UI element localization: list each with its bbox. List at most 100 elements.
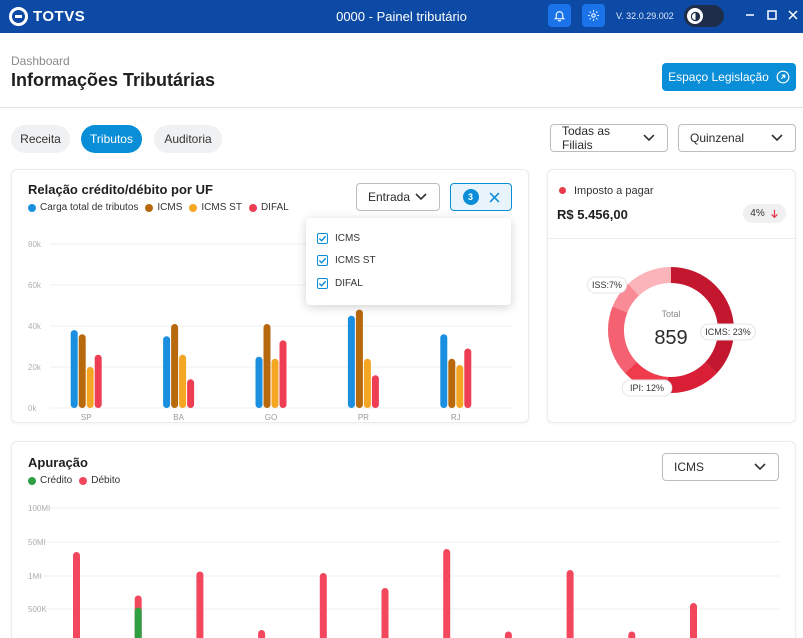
- dropdown-option-icms-st[interactable]: ICMS ST: [317, 255, 376, 266]
- legislation-button-label: Espaço Legislação: [668, 70, 769, 84]
- legend-dot: [248, 203, 257, 212]
- tab-tributos[interactable]: Tributos: [81, 125, 142, 153]
- bar-rj: [464, 348, 472, 408]
- donut-total-value: 859: [654, 327, 687, 349]
- legislation-button[interactable]: Espaço Legislação: [662, 63, 796, 91]
- close-button[interactable]: [784, 7, 802, 25]
- dropdown-option-difal[interactable]: DIFAL: [317, 278, 363, 289]
- apuracao-tax-select-value: ICMS: [674, 460, 704, 474]
- chevron-down-icon: [415, 193, 427, 201]
- bar-go: [271, 358, 279, 408]
- period-select-value: Quinzenal: [690, 131, 745, 145]
- legend-item: ICMS ST: [189, 202, 242, 213]
- debit-bar: [258, 630, 266, 638]
- legend-dot: [145, 203, 154, 212]
- checkbox[interactable]: [317, 255, 328, 266]
- bell-icon: [553, 11, 566, 22]
- apuracao-title: Apuração: [28, 455, 88, 470]
- bar-pr: [371, 375, 379, 408]
- arrow-down-icon: [770, 209, 778, 218]
- x-tick-label: SP: [81, 413, 92, 422]
- maximize-icon: [767, 10, 777, 20]
- bar-pr: [347, 315, 355, 408]
- legend-item: Carga total de tributos: [28, 202, 138, 213]
- bar-rj: [440, 334, 448, 408]
- branch-select[interactable]: Todas as Filiais: [550, 124, 668, 152]
- notification-button[interactable]: [548, 4, 571, 27]
- close-icon[interactable]: [489, 192, 500, 203]
- totvs-logo-mark: [9, 7, 28, 26]
- breadcrumb[interactable]: Dashboard: [11, 54, 70, 68]
- dropdown-option-label: DIFAL: [335, 278, 363, 289]
- tax-filter-button[interactable]: 3: [450, 183, 512, 211]
- bar-go: [263, 323, 271, 408]
- tax-filter-dropdown: ICMS ICMS ST DIFAL: [306, 218, 511, 305]
- checkbox[interactable]: [317, 278, 328, 289]
- legend-dot: [189, 203, 198, 212]
- tab-receita[interactable]: Receita: [11, 125, 70, 153]
- totvs-logo: TOTVS: [9, 7, 85, 26]
- bar-ba: [179, 354, 187, 408]
- window-title: 0000 - Painel tributário: [336, 9, 467, 24]
- bar-go: [255, 356, 263, 408]
- donut-slice: [608, 267, 734, 393]
- minimize-icon: [746, 14, 754, 16]
- y-tick-label: 500K: [28, 605, 47, 614]
- donut-slice: [608, 267, 734, 393]
- debit-bar: [690, 603, 697, 638]
- bar-rj: [448, 358, 456, 408]
- direction-select[interactable]: Entrada: [356, 183, 440, 211]
- y-tick-label: 20k: [28, 363, 42, 372]
- apuracao-tax-select[interactable]: ICMS: [662, 453, 779, 481]
- theme-toggle[interactable]: [684, 5, 724, 27]
- tab-auditoria[interactable]: Auditoria: [154, 125, 222, 153]
- bar-sp: [70, 330, 78, 408]
- debit-bar: [504, 631, 512, 638]
- contrast-icon: [690, 11, 700, 21]
- y-tick-label: 0k: [28, 404, 37, 413]
- legend-label: DIFAL: [260, 202, 289, 213]
- bar-go: [279, 340, 287, 408]
- legend-label: ICMS ST: [201, 202, 242, 213]
- direction-select-value: Entrada: [368, 190, 411, 204]
- legend-dot: [79, 476, 88, 485]
- dropdown-option-icms[interactable]: ICMS: [317, 233, 360, 244]
- debit-bar: [566, 570, 574, 638]
- page-title: Informações Tributárias: [11, 70, 216, 90]
- x-tick-label: PR: [358, 413, 369, 422]
- header-divider: [0, 107, 803, 108]
- donut-label-pill: [587, 276, 628, 294]
- logo-text: TOTVS: [33, 8, 86, 25]
- minimize-button[interactable]: [741, 7, 759, 25]
- checkbox[interactable]: [317, 233, 328, 244]
- y-tick-label: 60k: [28, 281, 42, 290]
- dropdown-option-label: ICMS: [335, 233, 360, 244]
- check-icon: [318, 280, 327, 287]
- y-tick-label: 40k: [28, 322, 42, 331]
- bar-ba: [171, 323, 179, 408]
- x-tick-label: BA: [173, 413, 184, 422]
- tax-donut-chart: Total 859 ICMS: 23% IPI: 12% ISS:7%: [587, 267, 756, 397]
- maximize-button[interactable]: [763, 7, 781, 25]
- donut-label-pill: [700, 323, 756, 341]
- settings-button[interactable]: [582, 4, 605, 27]
- variation-badge: 4%: [743, 204, 786, 223]
- tax-status-dot: [559, 187, 566, 194]
- bar-rj: [456, 364, 464, 408]
- legend-label: ICMS: [157, 202, 183, 213]
- period-select[interactable]: Quinzenal: [678, 124, 796, 152]
- donut-total-label: Total: [661, 309, 680, 319]
- version-label: V. 32.0.29.002: [616, 11, 674, 21]
- bar-sp: [78, 334, 86, 408]
- credit-debit-legend: Carga total de tributos ICMS ICMS ST DIF…: [28, 202, 289, 213]
- donut-label-pill: [621, 379, 673, 397]
- variation-value: 4%: [750, 208, 765, 219]
- debit-bar: [443, 549, 451, 638]
- legend-item: Crédito: [28, 475, 72, 486]
- bar-ba: [163, 336, 171, 408]
- legend-item: ICMS: [145, 202, 182, 213]
- legend-dot: [28, 476, 36, 485]
- apuracao-legend: Crédito Débito: [28, 475, 120, 486]
- check-icon: [318, 257, 327, 264]
- debit-bar: [196, 571, 204, 638]
